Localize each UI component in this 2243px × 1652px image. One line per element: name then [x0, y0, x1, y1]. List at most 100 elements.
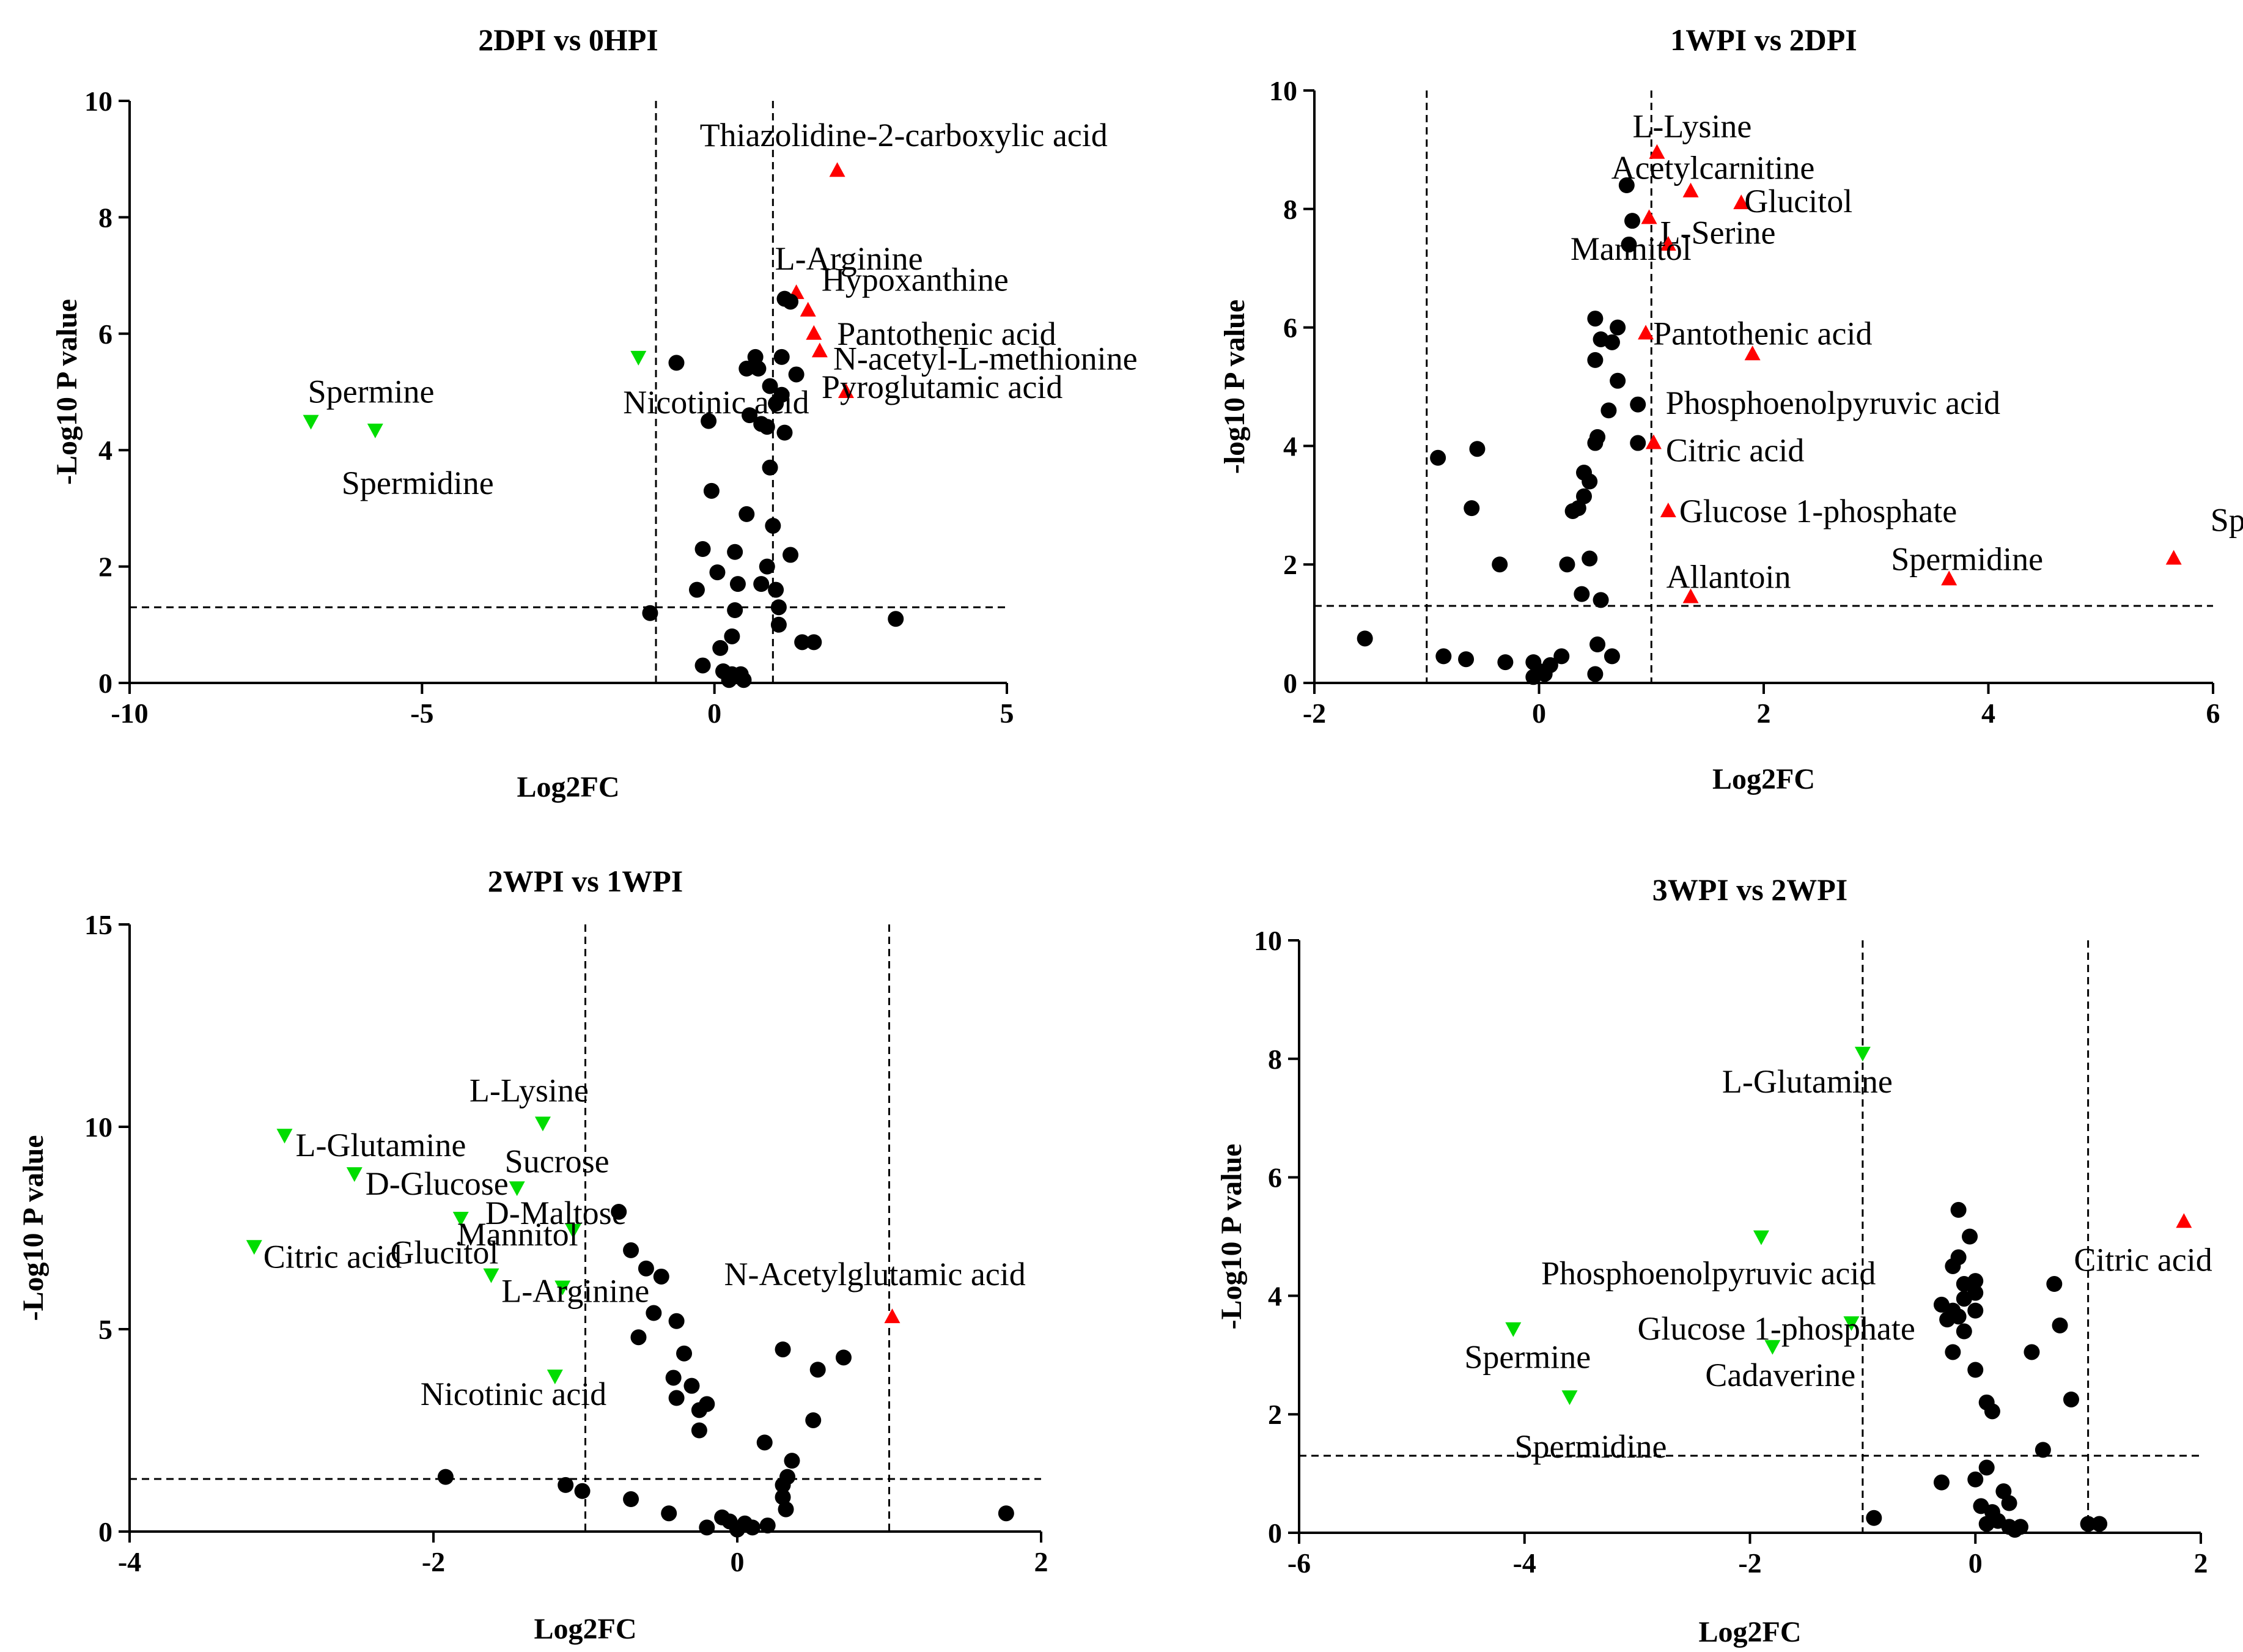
point-label: Spermidine [1515, 1428, 1667, 1465]
y-tick-label: 0 [98, 668, 112, 699]
y-tick-label: 6 [98, 319, 112, 350]
data-point [759, 558, 775, 575]
point-label: Phosphoenolpyruvic acid [1666, 385, 2000, 421]
point-label: Mannitol [457, 1216, 578, 1253]
data-point [642, 605, 658, 621]
point-label: Glucitol [1744, 183, 1852, 219]
chart-title: 2WPI vs 1WPI [488, 864, 683, 898]
data-point [888, 611, 904, 627]
data-point [1984, 1403, 2000, 1420]
data-point [1950, 1201, 1967, 1218]
data-point [742, 407, 758, 424]
point-label: Citric acid [1666, 432, 1804, 469]
x-axis-label: Log2FC [1699, 1616, 1802, 1648]
point-label: D-Maltose [485, 1195, 627, 1231]
x-axis-label: Log2FC [1712, 763, 1815, 795]
data-point [668, 1313, 685, 1329]
data-point [1574, 586, 1590, 602]
data-point [783, 293, 799, 310]
point-label: L-Glutamine [1722, 1063, 1893, 1100]
data-point [1945, 1344, 1961, 1360]
data-point [638, 1260, 654, 1277]
data-point [1525, 669, 1542, 685]
data-point [1430, 449, 1446, 466]
data-point-down [1505, 1322, 1522, 1337]
data-point-down [1854, 1047, 1871, 1062]
data-point-up [884, 1308, 901, 1324]
data-point [1933, 1474, 1950, 1491]
point-label: L-Arginine [775, 240, 923, 277]
data-point [1587, 666, 1604, 682]
data-point [1564, 503, 1581, 519]
data-point [668, 1390, 685, 1406]
data-point-up [1649, 144, 1665, 159]
data-point [1624, 213, 1641, 229]
data-point [1956, 1323, 1972, 1340]
data-point-down [246, 1240, 262, 1255]
data-point-up [1660, 235, 1676, 251]
panel-2wpi-vs-1wpi: 2WPI vs 1WPI -4 -2 0 2 0 5 10 15 Log2FC -Log10 P v… [17, 864, 1048, 1645]
data-point [768, 581, 784, 598]
data-point [1593, 592, 1609, 608]
data-point [2046, 1276, 2063, 1292]
data-point [1604, 334, 1620, 350]
data-point-up [829, 162, 845, 177]
point-label: Glucitol [390, 1234, 498, 1271]
data-point-up [1660, 502, 1676, 517]
x-axis-label: Log2FC [534, 1613, 637, 1645]
x-tick-label: -5 [410, 698, 433, 729]
y-tick-label: 6 [1283, 312, 1297, 344]
data-point-up [2176, 1213, 2192, 1228]
point-label: L-Lysine [1632, 108, 1751, 145]
point-label: L-Arginine [501, 1272, 649, 1309]
data-point [788, 366, 805, 383]
data-point-down [1843, 1316, 1860, 1332]
x-tick-label: 2 [2194, 1547, 2208, 1579]
x-tick-label: -6 [1287, 1547, 1311, 1579]
data-point [630, 1329, 647, 1346]
point-label: Citric acid [263, 1238, 402, 1275]
data-point [750, 360, 767, 377]
data-point [724, 628, 740, 644]
data-point [998, 1505, 1014, 1522]
data-point-up [1682, 182, 1699, 197]
data-point [1995, 1483, 2012, 1500]
point-label: Spermine [1464, 1339, 1591, 1376]
data-point [1967, 1362, 1984, 1378]
x-tick-label: 0 [731, 1546, 745, 1577]
data-point [805, 1412, 822, 1428]
data-point [778, 1501, 794, 1517]
data-point [1956, 1291, 1972, 1307]
y-tick-label: 10 [1269, 75, 1297, 106]
y-tick-label: 5 [98, 1314, 112, 1345]
point-label: Pyroglutamic acid [822, 369, 1063, 405]
data-point [753, 576, 770, 592]
x-tick-label: -10 [111, 698, 148, 729]
point-label: Allantoin [1667, 558, 1791, 595]
data-point [691, 1402, 707, 1418]
y-tick-label: 15 [84, 909, 112, 940]
data-point [1610, 319, 1626, 336]
data-point [1497, 654, 1514, 671]
point-label: N-Acetylglutamic acid [724, 1256, 1025, 1292]
data-point [2052, 1317, 2068, 1333]
data-point [623, 1491, 639, 1508]
data-point [809, 1362, 826, 1378]
data-point [794, 634, 811, 651]
data-point [735, 672, 752, 688]
data-point [806, 634, 822, 651]
data-point [1967, 1302, 1984, 1319]
data-point-down [547, 1370, 563, 1385]
x-tick-label: 4 [1981, 698, 1995, 729]
y-tick-label: 10 [1254, 925, 1282, 956]
point-label: Acetylcarnitine [1611, 150, 1815, 186]
x-tick-label: 0 [1969, 1547, 1983, 1579]
data-point [775, 1489, 791, 1505]
data-point [709, 564, 726, 581]
data-point [727, 602, 743, 618]
data-point [558, 1477, 574, 1493]
data-point-down [554, 1280, 571, 1296]
point-label: Spermine [308, 374, 435, 410]
data-point-down [346, 1167, 363, 1182]
data-point [2091, 1516, 2108, 1532]
